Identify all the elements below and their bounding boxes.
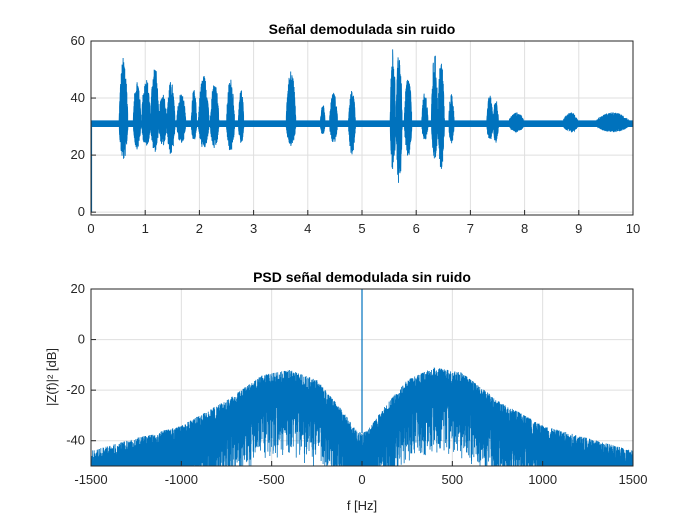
top-x-tick-label: 0 (87, 221, 94, 236)
bottom-y-tick-label: 20 (71, 281, 85, 296)
top-subplot: 0 1 2 3 4 5 6 7 8 9 10 0 20 40 60 Señal demodulada sin… (71, 21, 641, 236)
bottom-psd-trace (90, 289, 634, 467)
top-x-tick-label: 7 (467, 221, 474, 236)
bottom-x-tick-label: 1500 (619, 472, 648, 487)
top-x-tick-label: 8 (521, 221, 528, 236)
bottom-y-tick-label: -40 (66, 433, 85, 448)
bottom-y-axis-label: |Z(f)|² [dB] (44, 348, 59, 406)
top-signal-path (90, 49, 634, 183)
bottom-subplot: -1500 -1000 -500 0 500 1000 1500 -40 -20 0 20 PSD … (44, 269, 647, 513)
bottom-y-tick-label: 0 (78, 332, 85, 347)
top-x-tick-label: 10 (626, 221, 640, 236)
top-y-tick-label: 60 (71, 33, 85, 48)
bottom-x-tick-label: 0 (358, 472, 365, 487)
bottom-y-tick-label: -20 (66, 382, 85, 397)
bottom-x-tick-label: 500 (441, 472, 463, 487)
top-x-tick-label: 3 (250, 221, 257, 236)
bottom-x-tick-label: 1000 (528, 472, 557, 487)
top-chart-title: Señal demodulada sin ruido (269, 21, 456, 37)
top-x-tick-label: 5 (358, 221, 365, 236)
top-y-tick-label: 20 (71, 147, 85, 162)
top-x-tick-label: 1 (142, 221, 149, 236)
bottom-x-tick-label: -1000 (165, 472, 198, 487)
top-y-tick-label: 0 (78, 204, 85, 219)
bottom-chart-title: PSD señal demodulada sin ruido (253, 269, 471, 285)
bottom-x-axis-label: f [Hz] (347, 498, 377, 513)
bottom-x-tick-label: -1500 (74, 472, 107, 487)
top-x-tick-label: 9 (575, 221, 582, 236)
bottom-x-tick-label: -500 (259, 472, 285, 487)
top-x-tick-label: 2 (196, 221, 203, 236)
top-ticks: 0 1 2 3 4 5 6 7 8 9 10 0 20 40 60 (71, 33, 641, 236)
top-x-tick-label: 4 (304, 221, 311, 236)
bottom-psd-path (90, 367, 634, 467)
top-y-tick-label: 40 (71, 90, 85, 105)
bottom-ticks: -1500 -1000 -500 0 500 1000 1500 -40 -20 0 20 (66, 281, 647, 487)
top-x-tick-label: 6 (413, 221, 420, 236)
